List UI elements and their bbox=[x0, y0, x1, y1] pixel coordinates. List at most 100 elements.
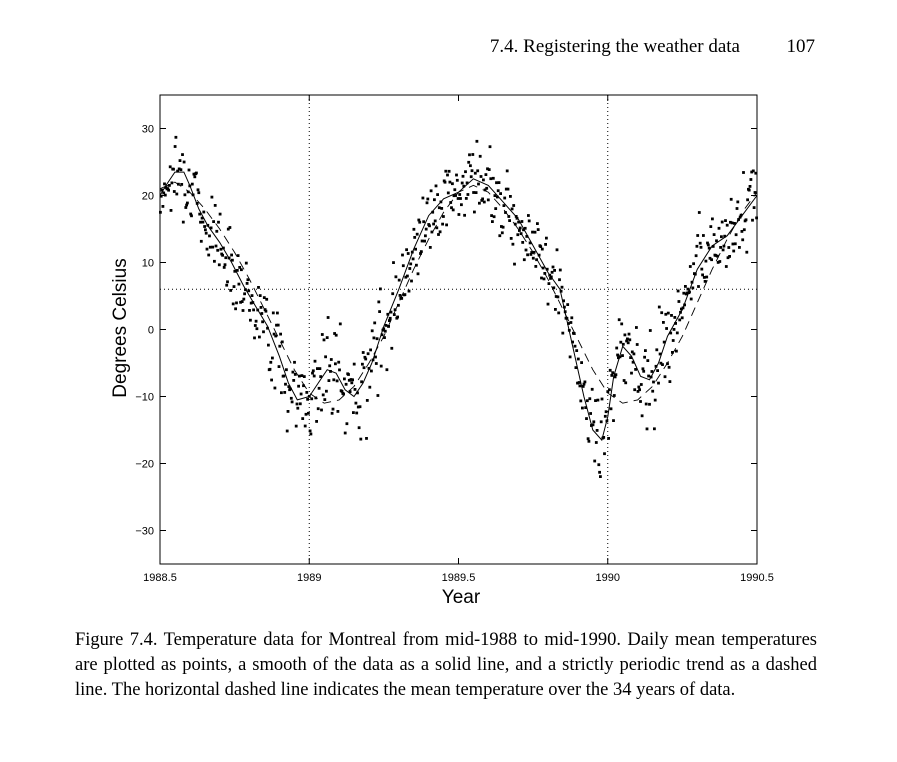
data-point bbox=[460, 181, 464, 185]
data-point bbox=[617, 356, 620, 360]
data-point bbox=[596, 398, 600, 402]
data-point bbox=[742, 228, 746, 232]
x-tick-label: 1989 bbox=[297, 572, 321, 584]
data-point bbox=[343, 431, 347, 435]
data-point bbox=[568, 355, 572, 359]
data-point bbox=[219, 247, 223, 251]
data-point bbox=[544, 243, 547, 246]
data-point bbox=[716, 261, 720, 264]
data-point bbox=[577, 381, 581, 384]
data-point bbox=[242, 297, 246, 301]
data-point bbox=[579, 399, 583, 403]
data-point bbox=[168, 165, 172, 169]
data-point bbox=[489, 177, 493, 181]
data-point bbox=[701, 273, 704, 277]
data-point bbox=[561, 331, 565, 335]
data-point bbox=[446, 191, 450, 195]
data-point bbox=[410, 279, 413, 283]
temperature-chart: 1988.5 1989 1989.5 1990 1990.5 −30 −20 −10 0 10 20… bbox=[110, 94, 774, 608]
data-point bbox=[558, 278, 561, 282]
data-point bbox=[652, 380, 655, 384]
data-point bbox=[667, 365, 671, 369]
data-point bbox=[684, 285, 687, 288]
data-point bbox=[644, 402, 648, 406]
data-point bbox=[662, 321, 665, 324]
data-point bbox=[181, 220, 185, 224]
data-point bbox=[453, 188, 457, 192]
data-point bbox=[522, 228, 525, 232]
data-point bbox=[700, 267, 704, 271]
data-point bbox=[320, 333, 324, 336]
data-point bbox=[267, 343, 270, 347]
data-point bbox=[442, 215, 445, 218]
data-point bbox=[415, 263, 418, 267]
data-point bbox=[269, 360, 273, 364]
data-point bbox=[184, 206, 188, 209]
data-point bbox=[233, 269, 237, 273]
data-point bbox=[379, 287, 382, 291]
data-point bbox=[559, 289, 563, 293]
data-point bbox=[495, 181, 498, 185]
data-point bbox=[249, 301, 253, 305]
data-point bbox=[443, 180, 447, 184]
data-point bbox=[470, 169, 474, 173]
data-point bbox=[717, 226, 721, 230]
data-point bbox=[239, 300, 242, 304]
data-point bbox=[208, 234, 211, 238]
data-point bbox=[480, 199, 484, 202]
data-point bbox=[198, 212, 202, 216]
data-point bbox=[424, 234, 427, 238]
data-point bbox=[397, 303, 400, 307]
data-point bbox=[289, 387, 292, 391]
data-point bbox=[451, 208, 455, 212]
data-point bbox=[180, 183, 184, 186]
data-point bbox=[689, 297, 693, 301]
data-point bbox=[697, 285, 700, 288]
data-point bbox=[752, 206, 756, 209]
data-point bbox=[438, 230, 442, 234]
data-point bbox=[640, 414, 644, 418]
data-point bbox=[657, 381, 660, 385]
data-point bbox=[360, 380, 363, 384]
data-point bbox=[723, 234, 727, 238]
data-point bbox=[680, 307, 683, 311]
data-point bbox=[597, 463, 601, 467]
data-point bbox=[392, 313, 396, 316]
data-point bbox=[364, 357, 368, 361]
data-point bbox=[660, 311, 664, 315]
data-point bbox=[583, 380, 587, 384]
data-point bbox=[159, 194, 163, 198]
data-point bbox=[241, 309, 245, 312]
data-point bbox=[751, 169, 755, 173]
data-point bbox=[182, 160, 186, 164]
data-point bbox=[510, 207, 514, 211]
data-point bbox=[167, 188, 170, 192]
data-point bbox=[431, 210, 435, 214]
data-point bbox=[325, 389, 328, 393]
data-point bbox=[181, 153, 184, 156]
data-point bbox=[630, 350, 634, 354]
data-point bbox=[263, 308, 267, 311]
data-point bbox=[603, 452, 606, 456]
data-point bbox=[196, 188, 200, 192]
data-point bbox=[193, 175, 197, 179]
data-point bbox=[336, 410, 340, 413]
data-point bbox=[434, 184, 438, 188]
data-point bbox=[608, 388, 611, 392]
smooth-line bbox=[159, 171, 758, 442]
data-point bbox=[376, 394, 380, 397]
data-point bbox=[529, 253, 533, 256]
data-point bbox=[475, 139, 479, 143]
data-point bbox=[609, 407, 613, 411]
data-point bbox=[486, 198, 490, 202]
data-point bbox=[444, 169, 448, 173]
data-point bbox=[318, 367, 322, 370]
data-point bbox=[635, 326, 638, 329]
data-point bbox=[678, 318, 682, 322]
data-point bbox=[257, 286, 260, 289]
data-point bbox=[482, 178, 485, 182]
data-point bbox=[186, 190, 190, 194]
data-point bbox=[464, 170, 467, 174]
data-point bbox=[391, 292, 395, 296]
data-point bbox=[223, 263, 227, 267]
